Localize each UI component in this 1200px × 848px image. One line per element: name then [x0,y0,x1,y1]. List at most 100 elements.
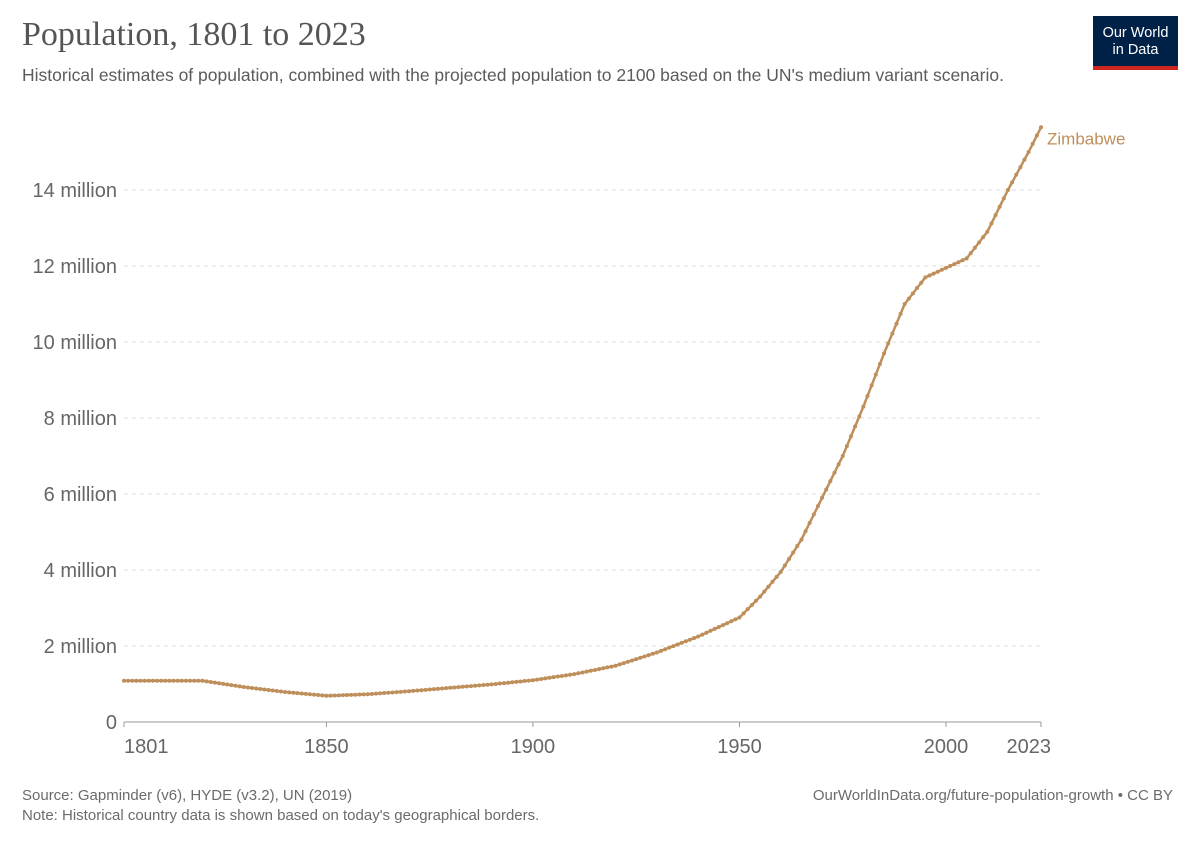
data-point [196,678,201,683]
data-point [163,678,168,683]
data-point [848,434,853,439]
data-point [303,691,308,696]
data-point [766,584,771,589]
data-point [692,636,697,641]
y-tick-label: 10 million [33,332,117,354]
data-point [250,686,255,691]
x-tick-label: 1900 [511,736,556,758]
data-point [882,351,887,356]
data-point [481,683,486,688]
data-point [592,667,597,672]
data-point [547,675,552,680]
data-point [844,444,849,449]
data-point [770,579,775,584]
data-point [580,670,585,675]
data-point [266,688,271,692]
data-point [679,640,684,645]
y-tick-label: 12 million [33,256,117,278]
data-point [192,678,197,683]
data-point [890,331,895,336]
series: Zimbabwe [122,125,1125,698]
data-point [993,213,998,218]
data-point [208,680,213,685]
data-point [522,679,527,684]
data-point [440,686,445,691]
data-point [460,684,465,689]
data-point [915,286,920,291]
series-label: Zimbabwe [1047,129,1125,148]
x-tick-label: 2023 [1007,736,1052,758]
data-point [787,556,792,561]
owid-logo[interactable]: Our World in Data [1093,16,1178,70]
data-point [394,690,399,695]
data-point [563,673,568,678]
data-point [989,221,994,226]
data-point [712,626,717,631]
data-point [336,693,341,698]
y-tick-label: 14 million [33,180,117,202]
data-point [200,678,205,683]
data-point [824,487,829,492]
data-point [737,615,742,620]
data-point [729,619,734,624]
data-point [378,691,383,696]
data-point [270,688,275,693]
data-point [960,258,965,263]
data-point [324,693,329,698]
data-point [435,686,440,691]
data-point [142,678,147,683]
data-point [217,681,221,686]
data-point [654,650,659,655]
data-point [526,678,531,683]
data-point [150,678,155,683]
data-point [658,648,663,653]
data-point [861,404,866,409]
source-link[interactable]: OurWorldInData.org/future-population-gro… [812,787,1173,804]
data-point [931,271,936,276]
data-point [204,679,209,684]
data-point [956,260,961,265]
data-point [762,589,767,594]
data-point [518,679,523,684]
data-point [1026,150,1031,154]
data-point [696,634,701,639]
data-point [1030,141,1035,146]
data-point [179,678,184,683]
data-point [415,688,420,693]
data-point [365,692,370,697]
data-point [972,245,977,250]
data-point [477,683,482,688]
data-point [873,372,878,377]
data-point [361,692,366,697]
chart-subtitle: Historical estimates of population, comb… [22,65,1004,85]
y-tick-label: 8 million [44,408,117,430]
data-point [299,691,304,696]
data-point [506,680,511,685]
data-point [799,537,804,542]
data-point [753,598,758,603]
data-point [609,664,614,669]
data-point [456,685,461,690]
data-point [1039,125,1043,130]
data-point [807,520,812,525]
data-point [448,685,453,690]
data-point [146,678,151,683]
data-point [551,675,556,680]
data-point [568,672,573,677]
data-point [865,393,870,398]
data-point [857,414,862,419]
data-point [910,291,915,296]
data-point [390,690,395,695]
x-tick-label: 1801 [124,736,169,758]
data-point [369,691,374,696]
data-point [497,681,502,686]
data-point [340,693,345,698]
series-line [124,126,1043,698]
data-point [349,692,354,697]
data-point [708,628,713,633]
data-point [981,235,986,240]
y-tick-label: 2 million [44,636,117,658]
x-tick-label: 2000 [924,736,969,758]
data-point [328,693,333,698]
data-point [613,663,618,668]
